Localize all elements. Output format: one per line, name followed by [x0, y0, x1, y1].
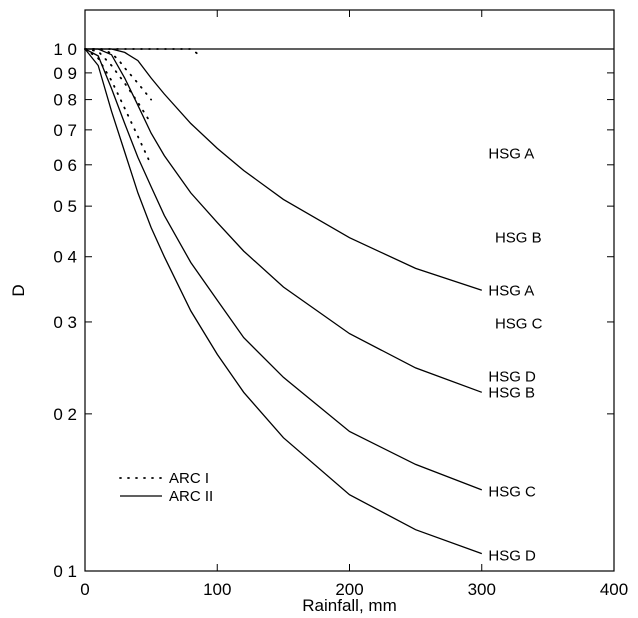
series-line-arc-ii-hsg-c	[84, 48, 483, 491]
curve-label: HSG D	[488, 548, 536, 565]
y-tick-label: 0 9	[53, 64, 77, 83]
y-tick-label: 0 7	[53, 121, 77, 140]
curve-label: HSG B	[488, 384, 535, 401]
y-tick-label: 0 1	[53, 562, 77, 581]
series-line-arc-ii-hsg-b	[85, 48, 483, 393]
y-axis: 0 1 0 2 0 3 0 4 0 5 0 6 0 7 0 8 0 9 1 0	[53, 40, 614, 581]
series-line-arc-ii-hsg-a	[85, 48, 483, 291]
x-tick-label: 100	[203, 580, 231, 599]
y-axis-title: D	[9, 284, 28, 296]
curve-label: HSG C	[488, 484, 536, 501]
curve-label: HSG D	[488, 368, 536, 385]
legend: ARC I ARC II	[119, 470, 213, 505]
x-tick-label: 300	[468, 580, 496, 599]
y-tick-label: 0 6	[53, 156, 77, 175]
series-line-arc-ii-hsg-d	[84, 48, 483, 555]
curve-label: HSG B	[495, 230, 542, 247]
y-tick-label: 0 8	[53, 91, 77, 110]
x-tick-label: 200	[335, 580, 363, 599]
y-tick-label: 0 4	[53, 248, 77, 267]
curve-label: HSG A	[488, 146, 534, 163]
x-axis-title: Rainfall, mm	[302, 596, 396, 615]
y-tick-label: 0 3	[53, 313, 77, 332]
curve-label: HSG A	[488, 282, 534, 299]
legend-label-arc-i: ARC I	[169, 470, 209, 487]
legend-label-arc-ii: ARC II	[169, 488, 213, 505]
x-tick-label: 0	[80, 580, 89, 599]
series-line-arc-i-hsg-b	[84, 48, 153, 101]
x-tick-label: 400	[600, 580, 628, 599]
y-tick-label: 1 0	[53, 40, 77, 59]
series-layer	[84, 48, 614, 555]
y-tick-label: 0 2	[53, 405, 77, 424]
x-axis: 0 100 200 300 400	[80, 10, 628, 599]
series-line-arc-i-hsg-d	[84, 48, 153, 166]
y-tick-label: 0 5	[53, 197, 77, 216]
curve-label: HSG C	[495, 315, 543, 332]
